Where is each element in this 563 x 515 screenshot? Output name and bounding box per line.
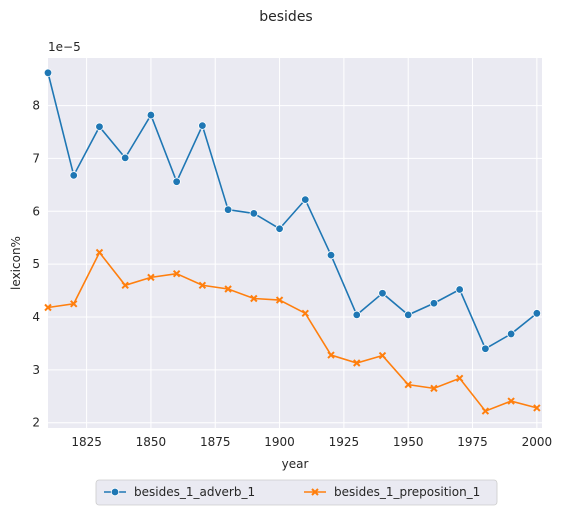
y-tick-label: 5 — [32, 257, 40, 271]
data-point — [532, 309, 542, 318]
y-axis-label: lexicon% — [9, 236, 23, 290]
data-point — [69, 171, 78, 180]
chart-title: besides — [259, 9, 312, 25]
plot-area — [48, 58, 542, 428]
data-point — [327, 351, 335, 359]
data-point — [250, 294, 258, 303]
series-besides_1_adverb_1 — [43, 68, 542, 353]
data-point — [455, 374, 464, 383]
data-point — [481, 344, 490, 353]
y-tick-label: 2 — [32, 416, 40, 430]
data-point — [95, 122, 104, 131]
y-tick-label: 8 — [32, 99, 40, 113]
legend: besides_1_adverb_1 besides_1_preposition_… — [95, 479, 498, 506]
y-tick-label: 3 — [32, 363, 40, 377]
data-point — [146, 110, 156, 120]
legend-marker — [311, 488, 319, 496]
series-layer — [43, 68, 542, 415]
y-tick-label: 7 — [32, 151, 40, 165]
data-point — [275, 296, 284, 304]
data-point — [533, 404, 541, 412]
data-point — [378, 289, 387, 298]
data-point — [44, 303, 52, 312]
data-point — [121, 281, 129, 289]
legend-entry-1: besides_1_adverb_1 — [104, 485, 255, 499]
data-point — [507, 397, 515, 405]
x-tick-label: 1950 — [393, 435, 424, 449]
data-point — [301, 195, 310, 204]
data-point — [70, 300, 78, 308]
data-point — [223, 205, 233, 214]
data-point — [353, 359, 361, 367]
data-point — [43, 68, 53, 77]
data-point — [275, 224, 284, 233]
y-scale-label: 1e−5 — [48, 40, 81, 54]
data-point — [198, 121, 207, 130]
legend-label: besides_1_preposition_1 — [334, 485, 480, 499]
data-point — [404, 310, 413, 320]
legend-box — [95, 479, 498, 506]
legend-entry-2: besides_1_preposition_1 — [304, 485, 480, 499]
tick-labels: 1825 1850 1875 1900 1925 1950 1975 2000 2 3 4 5 6 7 8 — [32, 99, 552, 449]
x-tick-label: 1900 — [264, 435, 295, 449]
x-tick-label: 1825 — [71, 435, 102, 449]
data-point — [301, 309, 309, 318]
legend-label: besides_1_adverb_1 — [134, 485, 255, 499]
data-point — [429, 299, 439, 308]
x-tick-label: 1925 — [329, 435, 360, 449]
data-point — [506, 329, 516, 339]
data-point — [352, 310, 361, 320]
data-point — [378, 351, 387, 360]
data-point — [120, 153, 130, 163]
grid-lines — [48, 58, 542, 428]
x-tick-label: 1975 — [457, 435, 488, 449]
data-point — [430, 384, 438, 393]
y-tick-label: 4 — [32, 310, 40, 324]
series-line-1 — [47, 72, 538, 350]
data-point — [147, 273, 155, 282]
data-point — [404, 380, 412, 389]
data-point — [198, 281, 207, 289]
data-point — [326, 250, 336, 260]
data-point — [455, 285, 464, 294]
legend-marker — [110, 487, 120, 497]
data-point — [95, 248, 104, 257]
x-axis-label: year — [282, 457, 309, 471]
data-point — [249, 209, 259, 218]
data-point — [481, 407, 490, 415]
y-tick-label: 6 — [32, 204, 40, 218]
x-tick-label: 2000 — [522, 435, 553, 449]
x-tick-label: 1875 — [200, 435, 231, 449]
data-point — [172, 269, 181, 278]
series-line-2 — [47, 251, 538, 413]
x-tick-label: 1850 — [136, 435, 167, 449]
series-besides_1_preposition_1 — [44, 248, 541, 415]
data-point — [172, 177, 181, 186]
data-point — [224, 285, 232, 293]
